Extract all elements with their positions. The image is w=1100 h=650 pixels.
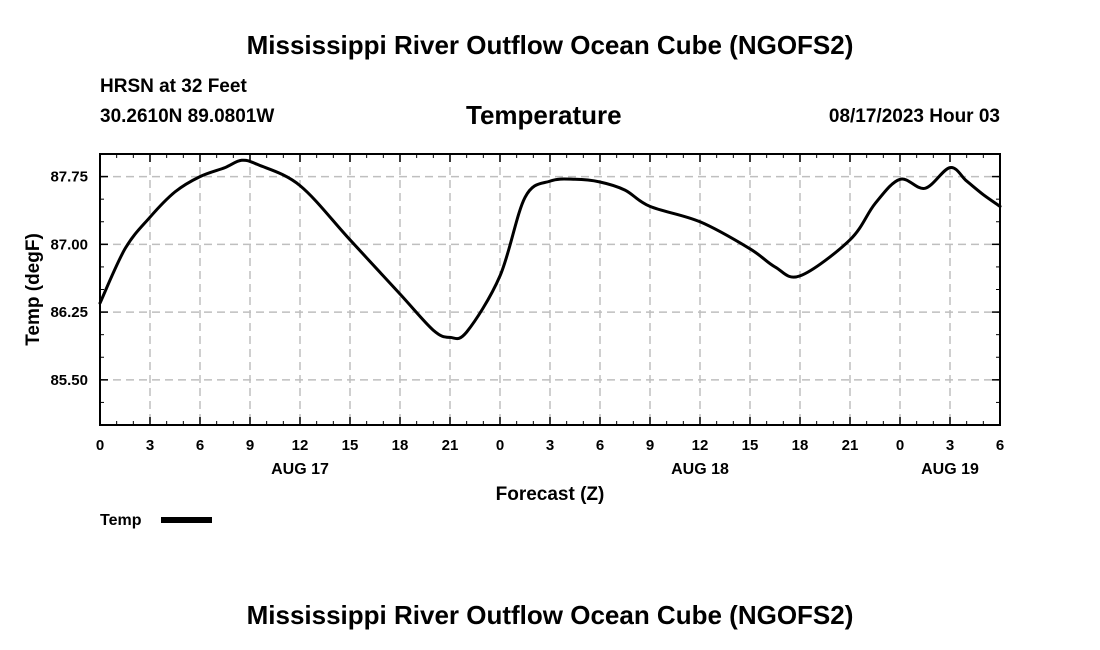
x-tick-label: 21 — [442, 437, 459, 454]
x-tick-label: 6 — [196, 437, 204, 454]
forecast-datetime: 08/17/2023 Hour 03 — [828, 106, 1000, 127]
x-tick-label: 0 — [896, 437, 904, 454]
y-tick-label: 85.50 — [50, 372, 88, 389]
x-tick-label: 15 — [742, 437, 759, 454]
x-tick-label: 0 — [96, 437, 104, 454]
y-axis-title: Temp (degF) — [23, 233, 44, 346]
temp-series-line — [98, 158, 1002, 341]
panel-title: Temperature — [466, 100, 622, 130]
y-tick-label: 86.25 — [50, 304, 88, 321]
x-tick-label: 3 — [146, 437, 154, 454]
x-tick-label: 6 — [596, 437, 604, 454]
x-tick-label: 9 — [246, 437, 254, 454]
axis-ticks — [99, 153, 1001, 426]
axis-labels: 0 3 6 9 12 15 18 21 0 3 6 9 12 15 18 21 0 3 6 AUG 17 AUG 18 A… — [50, 169, 1004, 478]
bottom-title: Mississippi River Outflow Ocean Cube (NG… — [246, 600, 854, 630]
y-tick-label: 87.75 — [50, 169, 88, 186]
x-axis-title: Forecast (Z) — [496, 484, 605, 505]
x-tick-label: 0 — [496, 437, 504, 454]
x-tick-label: 15 — [342, 437, 359, 454]
x-tick-label: 12 — [692, 437, 709, 454]
chart-title: Mississippi River Outflow Ocean Cube (NG… — [246, 30, 854, 60]
x-day-label: AUG 19 — [921, 461, 979, 478]
x-tick-label: 21 — [842, 437, 859, 454]
x-tick-label: 9 — [646, 437, 654, 454]
x-tick-label: 18 — [392, 437, 409, 454]
y-tick-label: 87.00 — [50, 236, 88, 253]
series-layer — [98, 158, 1002, 341]
station-name-depth: HRSN at 32 Feet — [100, 76, 247, 97]
x-tick-label: 6 — [996, 437, 1004, 454]
x-tick-label: 3 — [946, 437, 954, 454]
station-coordinates: 30.2610N 89.0801W — [100, 106, 275, 127]
legend: Temp — [100, 512, 212, 529]
x-tick-label: 3 — [546, 437, 554, 454]
grid — [100, 154, 1000, 425]
x-tick-label: 12 — [292, 437, 309, 454]
legend-label: Temp — [100, 512, 142, 529]
x-tick-label: 18 — [792, 437, 809, 454]
x-day-label: AUG 17 — [271, 461, 329, 478]
x-day-label: AUG 18 — [671, 461, 729, 478]
